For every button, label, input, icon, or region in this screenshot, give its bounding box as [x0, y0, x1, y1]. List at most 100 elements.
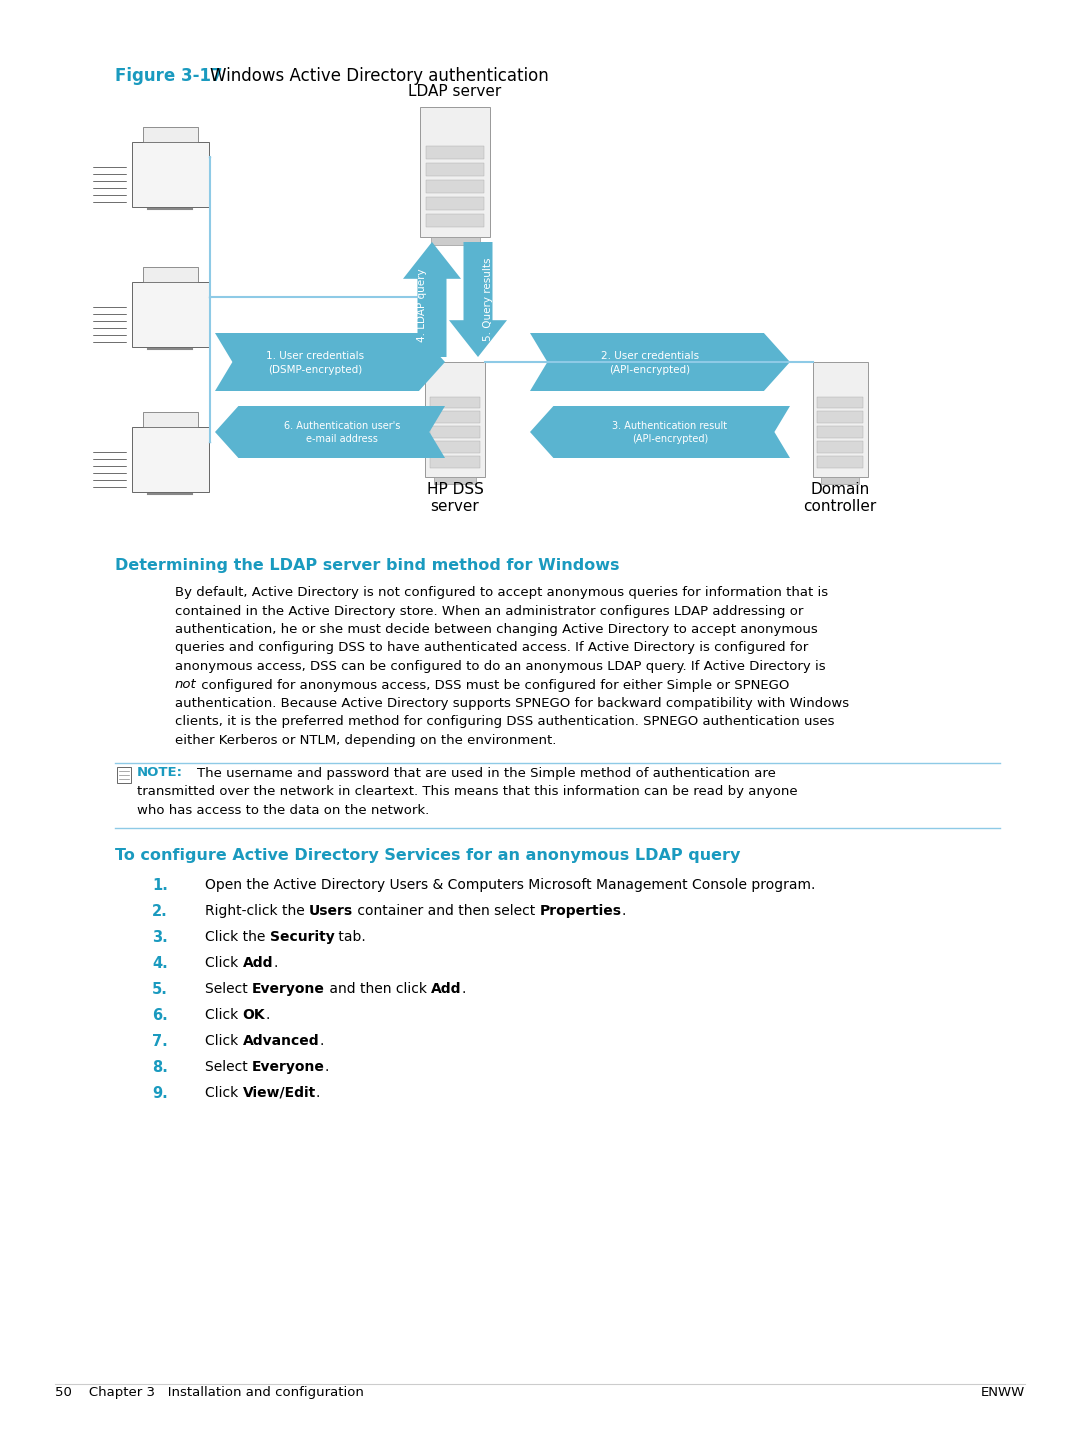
FancyBboxPatch shape: [426, 162, 485, 175]
Text: 9.: 9.: [152, 1086, 167, 1101]
Text: Select: Select: [205, 981, 252, 996]
FancyBboxPatch shape: [431, 237, 480, 244]
Text: Add: Add: [243, 956, 273, 970]
Text: controller: controller: [804, 499, 877, 514]
FancyBboxPatch shape: [426, 180, 485, 193]
FancyBboxPatch shape: [812, 362, 867, 477]
FancyBboxPatch shape: [816, 397, 863, 408]
Text: The username and password that are used in the Simple method of authentication a: The username and password that are used …: [197, 766, 775, 779]
FancyBboxPatch shape: [132, 282, 208, 346]
Text: configured for anonymous access, DSS must be configured for either Simple or SPN: configured for anonymous access, DSS mus…: [197, 678, 789, 691]
Text: 3. Authentication result: 3. Authentication result: [612, 421, 728, 431]
Polygon shape: [530, 333, 789, 391]
FancyBboxPatch shape: [132, 142, 208, 207]
FancyBboxPatch shape: [816, 457, 863, 468]
Text: Windows Active Directory authentication: Windows Active Directory authentication: [210, 68, 549, 85]
FancyBboxPatch shape: [426, 147, 485, 160]
FancyBboxPatch shape: [143, 126, 198, 142]
Text: 50    Chapter 3   Installation and configuration: 50 Chapter 3 Installation and configurat…: [55, 1387, 364, 1400]
FancyBboxPatch shape: [143, 267, 198, 282]
Text: anonymous access, DSS can be configured to do an anonymous LDAP query. If Active: anonymous access, DSS can be configured …: [175, 660, 825, 673]
Text: Domain: Domain: [810, 481, 869, 497]
Text: Click: Click: [205, 1007, 243, 1022]
FancyBboxPatch shape: [821, 477, 860, 484]
Text: (API-encrypted): (API-encrypted): [609, 365, 690, 375]
Text: Everyone: Everyone: [252, 1061, 325, 1073]
Polygon shape: [403, 241, 461, 356]
Text: contained in the Active Directory store. When an administrator configures LDAP a: contained in the Active Directory store.…: [175, 605, 804, 618]
Text: 5. Query results: 5. Query results: [483, 257, 492, 341]
Text: Click: Click: [205, 1086, 243, 1099]
Text: 6.: 6.: [152, 1007, 167, 1023]
Text: .: .: [462, 981, 467, 996]
Text: 2.: 2.: [152, 904, 167, 920]
Text: ENWW: ENWW: [981, 1387, 1025, 1400]
FancyBboxPatch shape: [117, 766, 131, 783]
Text: Determining the LDAP server bind method for Windows: Determining the LDAP server bind method …: [114, 558, 620, 573]
Text: Users: Users: [309, 904, 353, 918]
Polygon shape: [530, 407, 789, 458]
FancyBboxPatch shape: [434, 477, 476, 484]
Text: OK: OK: [243, 1007, 266, 1022]
Text: transmitted over the network in cleartext. This means that this information can : transmitted over the network in cleartex…: [137, 785, 798, 798]
Text: authentication, he or she must decide between changing Active Directory to accep: authentication, he or she must decide be…: [175, 624, 818, 637]
FancyBboxPatch shape: [430, 457, 481, 468]
Text: Properties: Properties: [540, 904, 622, 918]
FancyBboxPatch shape: [430, 441, 481, 453]
FancyBboxPatch shape: [816, 441, 863, 453]
Text: queries and configuring DSS to have authenticated access. If Active Directory is: queries and configuring DSS to have auth…: [175, 641, 808, 654]
Text: and then click: and then click: [325, 981, 431, 996]
Text: Click: Click: [205, 956, 243, 970]
Text: Click the: Click the: [205, 930, 270, 944]
FancyBboxPatch shape: [426, 214, 485, 227]
Polygon shape: [215, 407, 445, 458]
Text: .: .: [266, 1007, 270, 1022]
FancyBboxPatch shape: [430, 397, 481, 408]
Text: container and then select: container and then select: [353, 904, 540, 918]
Text: Select: Select: [205, 1061, 252, 1073]
Text: who has access to the data on the network.: who has access to the data on the networ…: [137, 803, 429, 816]
Text: Click: Click: [205, 1035, 243, 1048]
Text: tab.: tab.: [335, 930, 366, 944]
FancyBboxPatch shape: [420, 106, 490, 237]
Text: 1. User credentials: 1. User credentials: [266, 351, 364, 361]
Text: 4.: 4.: [152, 956, 167, 971]
FancyBboxPatch shape: [426, 197, 485, 210]
Text: .: .: [325, 1061, 329, 1073]
FancyBboxPatch shape: [816, 411, 863, 422]
Text: To configure Active Directory Services for an anonymous LDAP query: To configure Active Directory Services f…: [114, 848, 741, 864]
Text: 3.: 3.: [152, 930, 167, 946]
Text: (API-encrypted): (API-encrypted): [632, 434, 708, 444]
Text: 6. Authentication user's: 6. Authentication user's: [284, 421, 401, 431]
Text: HP DSS: HP DSS: [427, 481, 484, 497]
Text: .: .: [273, 956, 278, 970]
Text: Advanced: Advanced: [243, 1035, 320, 1048]
Text: either Kerberos or NTLM, depending on the environment.: either Kerberos or NTLM, depending on th…: [175, 734, 556, 747]
Polygon shape: [215, 333, 445, 391]
Text: 2. User credentials: 2. User credentials: [600, 351, 699, 361]
Text: Security: Security: [270, 930, 335, 944]
Text: e-mail address: e-mail address: [306, 434, 378, 444]
Text: By default, Active Directory is not configured to accept anonymous queries for i: By default, Active Directory is not conf…: [175, 586, 828, 599]
Text: Open the Active Directory Users & Computers Microsoft Management Console program: Open the Active Directory Users & Comput…: [205, 878, 815, 892]
Text: .: .: [320, 1035, 324, 1048]
Text: authentication. Because Active Directory supports SPNEGO for backward compatibil: authentication. Because Active Directory…: [175, 697, 849, 710]
FancyBboxPatch shape: [426, 362, 485, 477]
Text: Everyone: Everyone: [252, 981, 325, 996]
FancyBboxPatch shape: [143, 412, 198, 427]
Text: .: .: [622, 904, 626, 918]
Text: LDAP server: LDAP server: [408, 83, 501, 99]
Text: (DSMP-encrypted): (DSMP-encrypted): [268, 365, 362, 375]
FancyBboxPatch shape: [430, 427, 481, 438]
Text: Add: Add: [431, 981, 462, 996]
Text: 1.: 1.: [152, 878, 167, 892]
Text: 5.: 5.: [152, 981, 167, 997]
Polygon shape: [449, 241, 507, 356]
FancyBboxPatch shape: [132, 427, 208, 491]
Text: 8.: 8.: [152, 1061, 167, 1075]
Text: NOTE:: NOTE:: [137, 766, 183, 779]
Text: server: server: [431, 499, 480, 514]
Text: 4. LDAP query: 4. LDAP query: [417, 269, 427, 342]
Text: Figure 3-17: Figure 3-17: [114, 68, 222, 85]
Text: .: .: [315, 1086, 321, 1099]
